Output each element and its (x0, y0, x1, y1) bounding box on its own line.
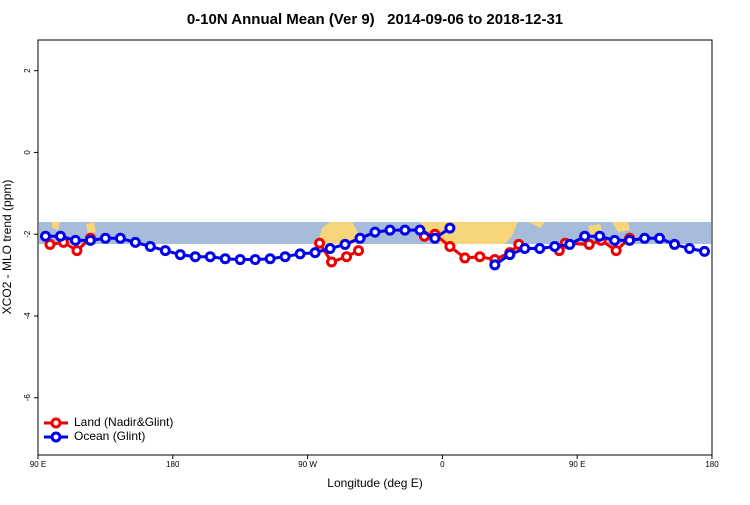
legend-marker (50, 417, 62, 429)
data-point (564, 238, 576, 250)
data-point (459, 252, 471, 264)
data-point (489, 259, 501, 271)
data-point (204, 251, 216, 263)
data-point (669, 238, 681, 250)
data-point (294, 248, 306, 260)
data-point (114, 232, 126, 244)
data-point (54, 230, 66, 242)
plot-frame (37, 39, 713, 456)
data-point (429, 232, 441, 244)
data-point (609, 234, 621, 246)
y-tick-label: -4 (23, 312, 32, 320)
data-point (594, 230, 606, 242)
data-point (444, 240, 456, 252)
data-point (69, 234, 81, 246)
data-point (504, 249, 516, 261)
data-point (264, 253, 276, 265)
data-point (144, 240, 156, 252)
chart-title: 0-10N Annual Mean (Ver 9) 2014-09-06 to … (187, 11, 563, 28)
x-axis-label: Longitude (deg E) (327, 476, 422, 490)
data-point (219, 253, 231, 265)
x-tick-label: 90 E (569, 460, 585, 469)
data-point (684, 243, 696, 255)
data-point (610, 245, 622, 257)
data-point (624, 234, 636, 246)
series-line (49, 237, 92, 253)
data-point (324, 243, 336, 255)
data-point (353, 245, 365, 257)
legend-label: Land (Nadir&Glint) (74, 415, 173, 429)
data-point (354, 232, 366, 244)
data-point (189, 251, 201, 263)
data-point (654, 232, 666, 244)
y-tick-label: -2 (23, 230, 32, 238)
legend-marker (50, 431, 62, 443)
x-tick-label: 90 W (298, 460, 317, 469)
data-point (174, 249, 186, 261)
data-point (579, 230, 591, 242)
data-point (249, 254, 261, 266)
data-point (44, 238, 56, 250)
data-point (519, 243, 531, 255)
data-point (549, 240, 561, 252)
data-point (326, 256, 338, 268)
series-line (318, 242, 360, 264)
x-tick-label: 90 E (30, 460, 46, 469)
data-point (384, 224, 396, 236)
legend-label: Ocean (Glint) (74, 429, 145, 443)
data-point (583, 238, 595, 250)
data-point (309, 247, 321, 259)
data-point (639, 232, 651, 244)
data-point (71, 245, 83, 257)
data-point (399, 224, 411, 236)
data-point (369, 226, 381, 238)
series-line (45, 226, 451, 262)
data-point (129, 236, 141, 248)
data-point (234, 254, 246, 266)
data-point (414, 224, 426, 236)
data-point (444, 222, 456, 234)
y-tick-label: -6 (23, 394, 32, 402)
data-point (99, 232, 111, 244)
y-axis-label: XCO2 - MLO trend (ppm) (0, 180, 14, 315)
data-point (159, 245, 171, 257)
data-point (84, 234, 96, 246)
x-tick-label: 180 (166, 460, 180, 469)
data-point (339, 238, 351, 250)
y-tick-label: 2 (23, 68, 32, 73)
x-tick-label: 0 (440, 460, 445, 469)
data-point (341, 251, 353, 263)
x-tick-label: 180 (705, 460, 719, 469)
data-point (314, 237, 326, 249)
data-point (699, 245, 711, 257)
data-point (474, 251, 486, 263)
data-point (534, 243, 546, 255)
data-point (39, 230, 51, 242)
data-point (279, 251, 291, 263)
y-tick-label: 0 (23, 150, 32, 155)
